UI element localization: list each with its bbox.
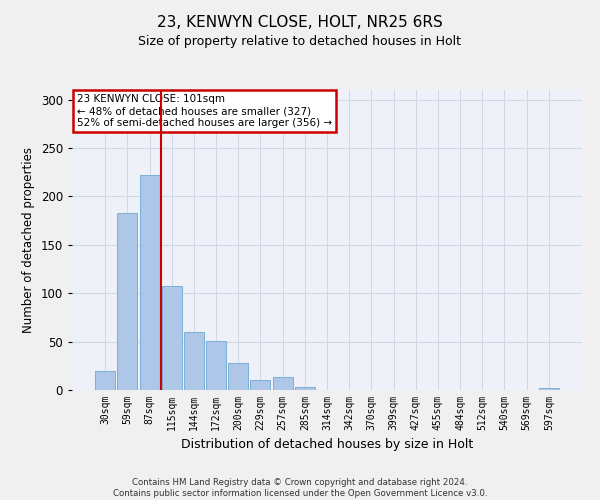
Text: 23 KENWYN CLOSE: 101sqm
← 48% of detached houses are smaller (327)
52% of semi-d: 23 KENWYN CLOSE: 101sqm ← 48% of detache…	[77, 94, 332, 128]
Bar	[539, 388, 559, 390]
Bar	[95, 370, 115, 390]
Bar	[118, 213, 137, 390]
Bar	[162, 286, 182, 390]
Bar	[184, 332, 204, 390]
Bar	[250, 380, 271, 390]
Bar	[295, 387, 315, 390]
Bar	[272, 378, 293, 390]
Bar	[140, 175, 160, 390]
Bar	[206, 340, 226, 390]
X-axis label: Distribution of detached houses by size in Holt: Distribution of detached houses by size …	[181, 438, 473, 452]
Text: 23, KENWYN CLOSE, HOLT, NR25 6RS: 23, KENWYN CLOSE, HOLT, NR25 6RS	[157, 15, 443, 30]
Text: Size of property relative to detached houses in Holt: Size of property relative to detached ho…	[139, 35, 461, 48]
Text: Contains HM Land Registry data © Crown copyright and database right 2024.
Contai: Contains HM Land Registry data © Crown c…	[113, 478, 487, 498]
Bar	[228, 363, 248, 390]
Y-axis label: Number of detached properties: Number of detached properties	[22, 147, 35, 333]
